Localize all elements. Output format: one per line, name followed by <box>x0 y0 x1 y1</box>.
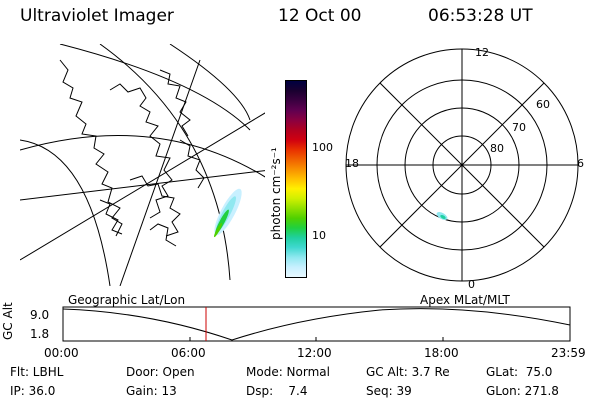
colorbar <box>285 80 307 278</box>
gain-info: Gain: 13 <box>126 384 177 398</box>
altitude-x-tick: 06:00 <box>171 346 206 360</box>
mode-info: Mode: Normal <box>246 365 330 379</box>
dsp-info: Dsp: 7.4 <box>246 384 308 398</box>
coastline <box>59 59 123 237</box>
coastline <box>129 175 181 237</box>
seq-info: Seq: 39 <box>366 384 412 398</box>
lon-line <box>169 44 251 121</box>
mlat-label-80: 80 <box>490 142 504 155</box>
altitude-x-tick: 23:59 <box>551 346 586 360</box>
mlt-line <box>379 82 545 248</box>
filter-info: Flt: LBHL <box>10 365 64 379</box>
glon-info: GLon: 271.8 <box>486 384 559 398</box>
mlt-label-18: 18 <box>345 157 359 170</box>
apex-projection-label: Apex MLat/MLT <box>420 293 510 307</box>
time-label: 06:53:28 UT <box>428 6 533 26</box>
date-label: 12 Oct 00 <box>278 6 362 26</box>
altitude-x-tick: 18:00 <box>424 346 459 360</box>
ip-info: IP: 36.0 <box>10 384 56 398</box>
altitude-y-tick: 9.0 <box>30 308 50 322</box>
mlat-label-70: 70 <box>512 121 526 134</box>
coastline <box>179 139 205 189</box>
mlt-label-6: 6 <box>577 157 584 170</box>
mlt-label-12: 12 <box>475 46 489 59</box>
coastline <box>109 83 173 219</box>
glat-info: GLat: 75.0 <box>486 365 553 379</box>
coastline <box>149 223 177 247</box>
instrument-title: Ultraviolet Imager <box>20 6 174 26</box>
altitude-axis-label: GC Alt <box>1 302 15 340</box>
mlt-label-0: 0 <box>468 278 475 291</box>
coastline <box>159 69 191 137</box>
lat-line <box>59 44 251 131</box>
altitude-y-tick: 1.8 <box>30 327 50 341</box>
lon-line <box>99 44 231 281</box>
altitude-x-tick: 12:00 <box>297 346 332 360</box>
lon-line <box>20 170 265 201</box>
mlat-label-60: 60 <box>536 98 550 111</box>
gc-alt-info: GC Alt: 3.7 Re <box>366 365 450 379</box>
coastline <box>99 199 123 235</box>
door-info: Door: Open <box>126 365 195 379</box>
altitude-curve <box>62 308 571 341</box>
colorbar-tick-label: 100 <box>312 141 333 154</box>
altitude-x-tick: 00:00 <box>44 346 79 360</box>
colorbar-tick-label: 10 <box>312 229 326 242</box>
lat-line <box>20 139 111 286</box>
lon-line <box>119 59 201 286</box>
geographic-projection-label: Geographic Lat/Lon <box>68 293 186 307</box>
